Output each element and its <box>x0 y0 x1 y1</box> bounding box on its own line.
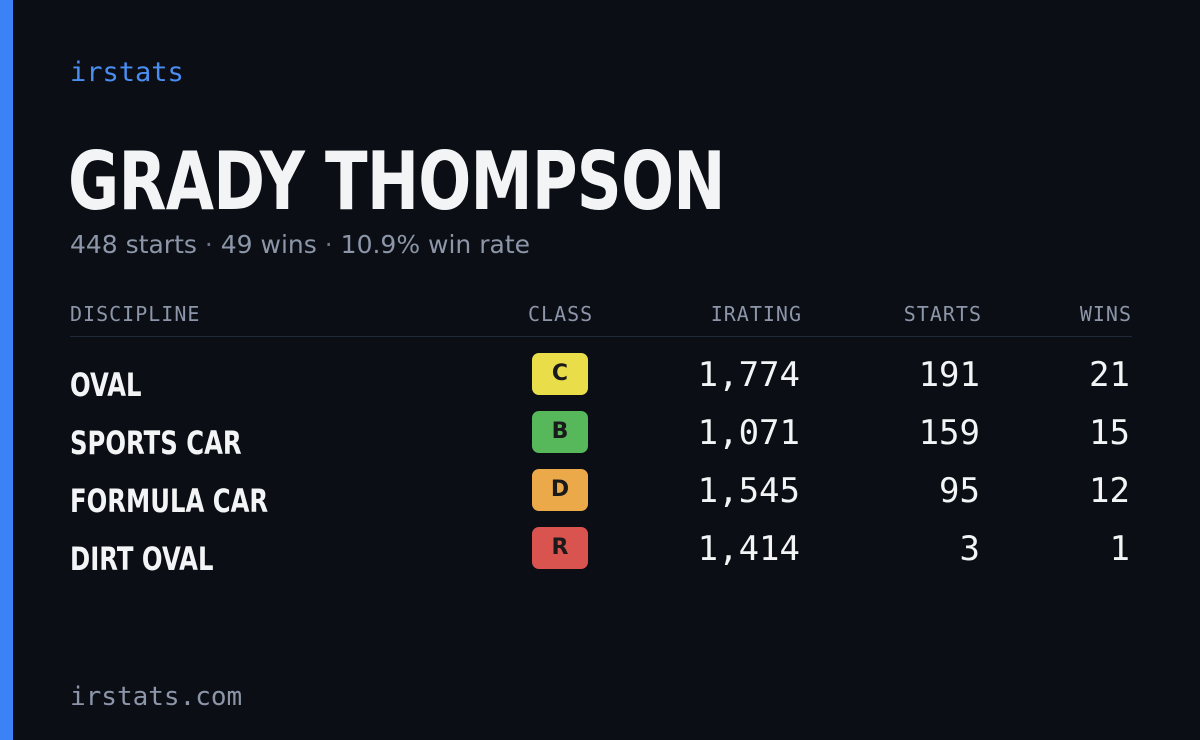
summary-wins: 49 wins <box>220 230 317 259</box>
starts-value: 95 <box>939 471 980 511</box>
header-irating: IRATING <box>710 302 802 326</box>
table-header: DISCIPLINE CLASS IRATING STARTS WINS <box>70 296 1132 337</box>
discipline-name: FORMULA CAR <box>70 482 269 520</box>
table-row: OVAL C 1,774 191 21 <box>70 353 1132 411</box>
class-badge: R <box>532 527 588 569</box>
irating-value: 1,071 <box>697 413 800 453</box>
summary-separator: · <box>324 230 333 259</box>
driver-summary: 448 starts · 49 wins · 10.9% win rate <box>70 228 530 262</box>
table-body: OVAL C 1,774 191 21 SPORTS CAR B 1,071 1… <box>70 353 1132 585</box>
irating-value: 1,414 <box>697 529 800 569</box>
summary-separator: · <box>204 230 213 259</box>
discipline-name: SPORTS CAR <box>70 424 242 462</box>
accent-bar <box>0 0 13 740</box>
irating-value: 1,774 <box>697 355 800 395</box>
driver-name: GRADY THOMPSON <box>68 135 725 228</box>
table-row: FORMULA CAR D 1,545 95 12 <box>70 469 1132 527</box>
footer-site-url: irstats.com <box>70 682 243 712</box>
starts-value: 191 <box>918 355 980 395</box>
class-badge: C <box>532 353 588 395</box>
starts-value: 3 <box>959 529 980 569</box>
header-starts: STARTS <box>903 302 982 326</box>
starts-value: 159 <box>918 413 980 453</box>
wins-value: 1 <box>1109 529 1130 569</box>
header-class: CLASS <box>528 302 594 326</box>
wins-value: 21 <box>1089 355 1130 395</box>
header-discipline: DISCIPLINE <box>70 302 201 326</box>
class-badge: B <box>532 411 588 453</box>
irating-value: 1,545 <box>697 471 800 511</box>
wins-value: 15 <box>1089 413 1130 453</box>
summary-win-rate: 10.9% win rate <box>340 230 531 259</box>
stats-table: DISCIPLINE CLASS IRATING STARTS WINS OVA… <box>70 296 1132 585</box>
header-wins: WINS <box>1079 302 1132 326</box>
summary-starts: 448 starts <box>70 230 197 259</box>
table-row: SPORTS CAR B 1,071 159 15 <box>70 411 1132 469</box>
class-badge: D <box>532 469 588 511</box>
discipline-name: OVAL <box>70 366 142 404</box>
wins-value: 12 <box>1089 471 1130 511</box>
brand-logo-text: irstats <box>70 57 184 88</box>
table-row: DIRT OVAL R 1,414 3 1 <box>70 527 1132 585</box>
discipline-name: DIRT OVAL <box>70 540 214 578</box>
